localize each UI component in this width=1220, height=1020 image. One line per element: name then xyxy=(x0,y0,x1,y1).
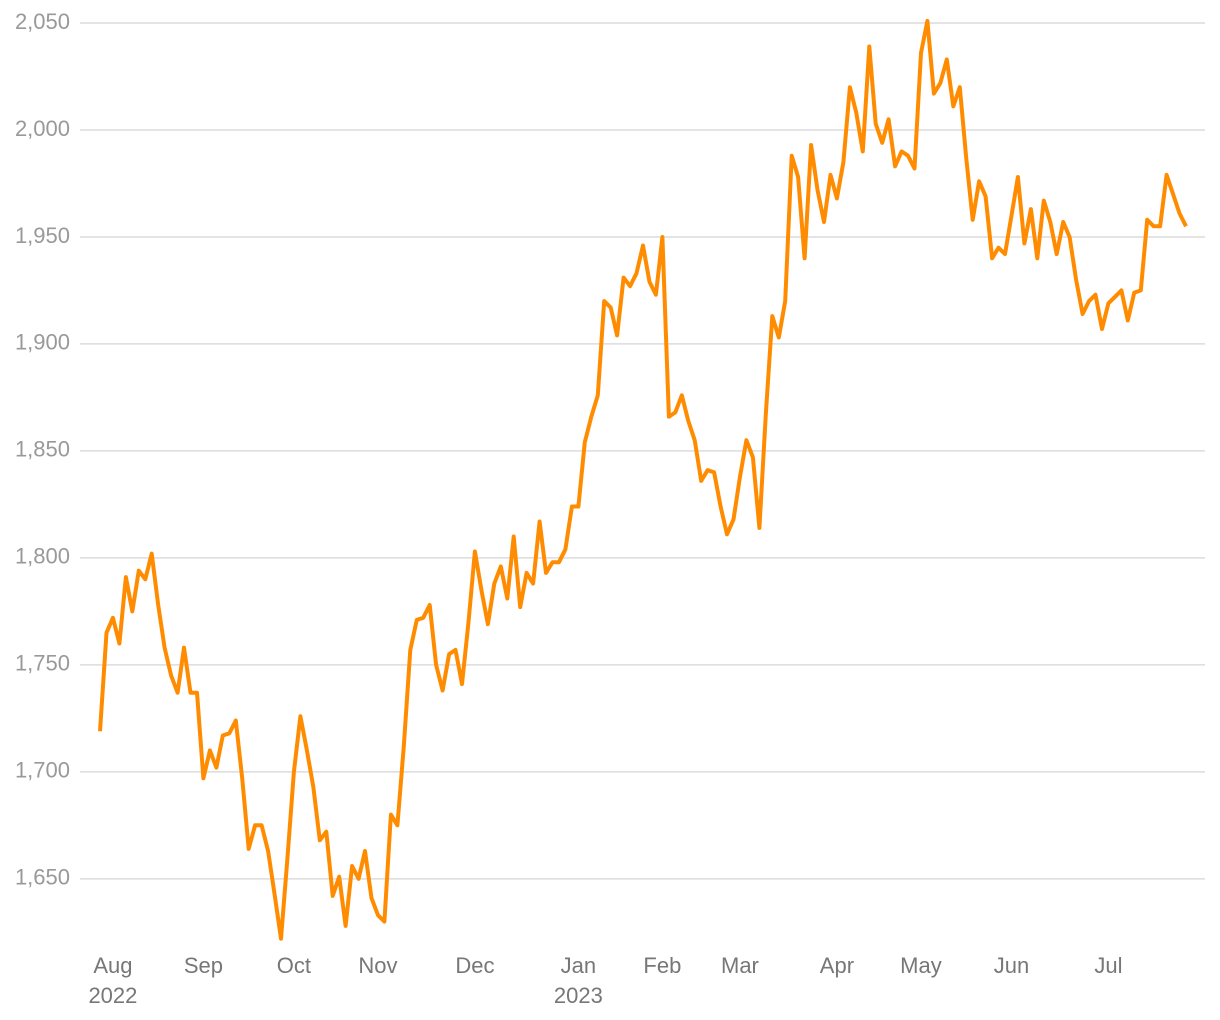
y-tick-label: 1,650 xyxy=(15,865,70,890)
x-tick-label: Apr xyxy=(819,953,855,978)
x-tick-label: Mar xyxy=(721,953,759,978)
x-tick-label: Dec xyxy=(455,953,495,978)
y-tick-label: 2,050 xyxy=(15,9,70,34)
y-tick-label: 1,700 xyxy=(15,758,70,783)
y-tick-label: 1,900 xyxy=(15,330,70,355)
y-tick-label: 1,800 xyxy=(15,544,70,569)
x-tick-label: Oct xyxy=(276,953,312,978)
x-tick-label: Feb xyxy=(643,953,682,978)
y-tick-label: 2,000 xyxy=(15,116,70,141)
y-tick-label: 1,750 xyxy=(15,651,70,676)
x-tick-label: Jul xyxy=(1094,953,1123,978)
x-tick-label: Sep xyxy=(183,953,223,978)
x-tick-label: May xyxy=(900,953,942,978)
x-tick-label: Jun xyxy=(993,953,1030,978)
line xyxy=(98,18,1188,941)
y-tick-label: 1,950 xyxy=(15,223,70,248)
x-tick-label: Nov xyxy=(358,953,398,978)
x-tick-label: Aug 2022 xyxy=(88,953,138,1008)
x-tick-label: Jan 2023 xyxy=(553,953,603,1008)
y-tick-label: 1,850 xyxy=(15,437,70,462)
